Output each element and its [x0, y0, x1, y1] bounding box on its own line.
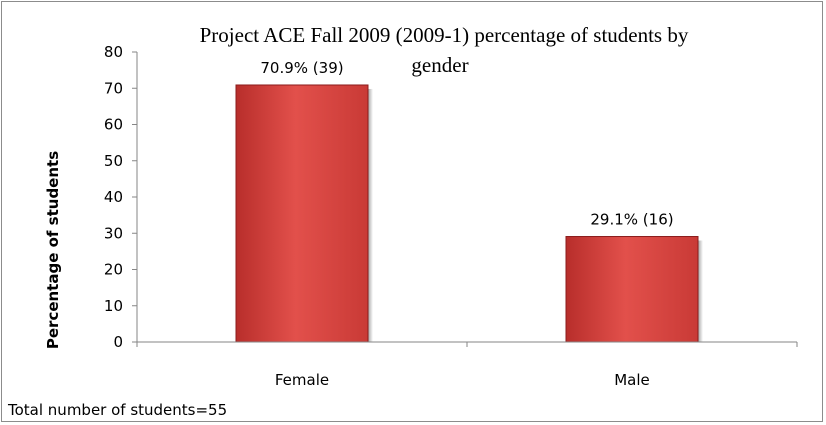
footnote-total-students: Total number of students=55 [8, 401, 228, 419]
y-axis-ticks: 0 10 20 30 40 50 60 70 80 [104, 43, 137, 351]
x-axis-labels: Female Male [136, 342, 798, 389]
bar-female [235, 84, 369, 343]
y-tick-label: 10 [104, 297, 123, 315]
y-axis-label: Percentage of students [44, 151, 62, 349]
chart-title-line-2: gender [411, 53, 468, 77]
data-label-male: 29.1% (16) [590, 211, 673, 229]
data-label-female: 70.9% (39) [260, 59, 343, 77]
y-tick-label: 80 [104, 43, 123, 61]
y-tick-label: 40 [104, 188, 123, 206]
y-tick-label: 70 [104, 79, 123, 97]
chart-title-line-1: Project ACE Fall 2009 (2009-1) percentag… [200, 23, 689, 47]
y-tick-label: 60 [104, 116, 123, 134]
bar-shadow [368, 88, 373, 342]
bar-shadow [698, 240, 703, 342]
x-tick-label-male: Male [614, 371, 650, 389]
bar-male [565, 236, 699, 343]
y-tick-label: 30 [104, 224, 123, 242]
bars: 70.9% (39) 29.1% (16) [235, 59, 703, 343]
y-tick-label: 50 [104, 152, 123, 170]
x-tick-label-female: Female [275, 371, 329, 389]
y-tick-label: 20 [104, 261, 123, 279]
y-tick-label: 0 [113, 333, 123, 351]
